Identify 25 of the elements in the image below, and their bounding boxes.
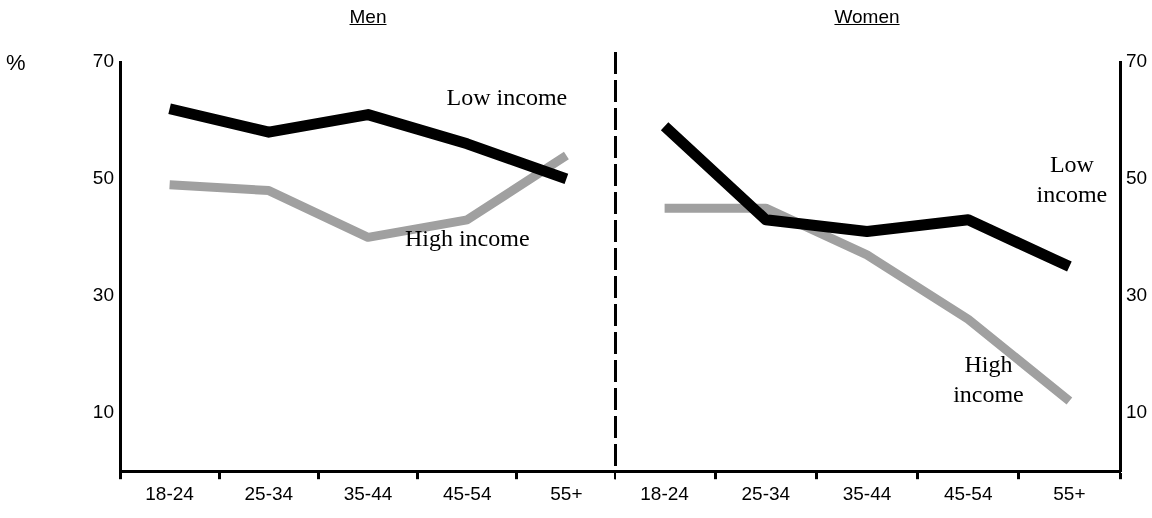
- x-tick-label: 45-54: [943, 482, 993, 504]
- series-label: Low income: [446, 84, 568, 111]
- y-axis-title: %: [6, 50, 26, 76]
- chart-title: Men: [348, 6, 388, 28]
- series-label: High income: [953, 351, 1024, 408]
- y2-tick-label: 30: [1126, 284, 1148, 306]
- x-tick-label: 55+: [550, 482, 583, 504]
- y-tick-label: 70: [92, 50, 114, 72]
- x-tick-label: 18-24: [640, 482, 690, 504]
- y-tick-label: 50: [92, 167, 114, 189]
- x-tick-label: 25-34: [741, 482, 791, 504]
- chart-title: Women: [833, 6, 901, 28]
- y2-tick-label: 70: [1126, 50, 1148, 72]
- x-tick-label: 45-54: [442, 482, 492, 504]
- series-label: Low income: [1036, 150, 1108, 207]
- y2-tick-label: 50: [1126, 167, 1148, 189]
- y-tick-label: 30: [92, 284, 114, 306]
- y2-tick-label: 10: [1126, 400, 1148, 422]
- series-label: High income: [404, 225, 530, 252]
- x-tick-label: 25-34: [244, 482, 294, 504]
- x-tick-label: 35-44: [343, 482, 393, 504]
- x-tick-label: 35-44: [842, 482, 892, 504]
- y-tick-label: 10: [92, 400, 114, 422]
- x-tick-label: 18-24: [145, 482, 195, 504]
- x-tick-label: 55+: [1053, 482, 1086, 504]
